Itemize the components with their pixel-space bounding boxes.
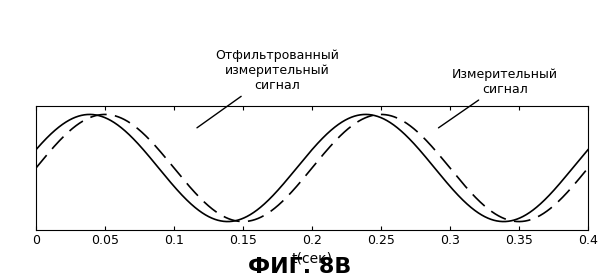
Text: Отфильтрованный
измерительный
сигнал: Отфильтрованный измерительный сигнал: [197, 49, 340, 128]
Text: Измерительный
сигнал: Измерительный сигнал: [439, 68, 558, 128]
Text: ФИГ. 8В: ФИГ. 8В: [248, 257, 352, 277]
X-axis label: t(сек): t(сек): [292, 252, 332, 266]
